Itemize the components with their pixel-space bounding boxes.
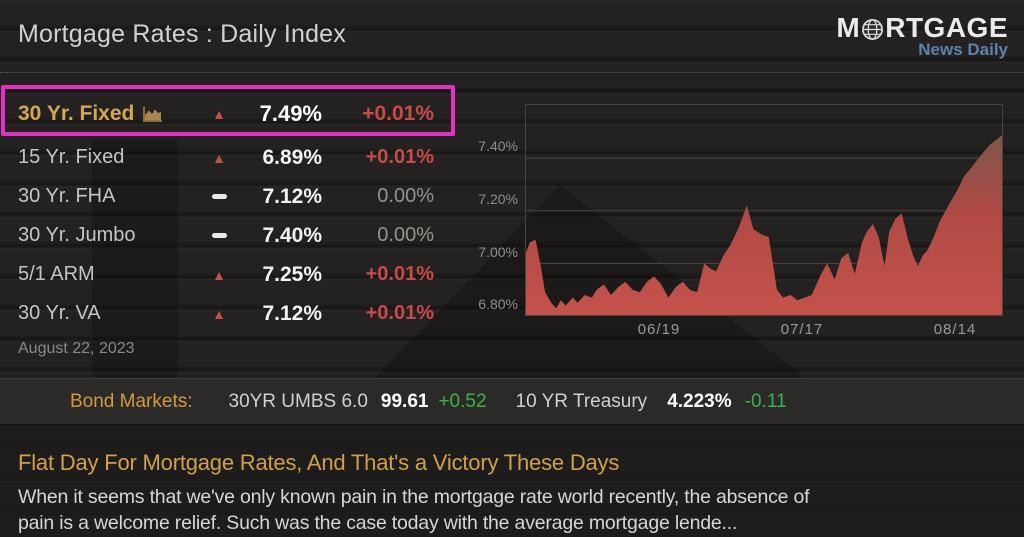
rate-label: 30 Yr. Jumbo (18, 224, 136, 246)
up-arrow-icon: ▲ (212, 266, 226, 283)
bond-markets-label: Bond Markets: (70, 390, 193, 412)
rate-label: 5/1 ARM (18, 263, 95, 285)
logo-text-after: RTGAGE (885, 12, 1008, 43)
x-axis-tick: 06/19 (637, 321, 681, 338)
bond-markets-bar: Bond Markets: 30YR UMBS 6.0 99.61 +0.52 … (0, 378, 1024, 425)
rate-label: 30 Yr. VA (18, 302, 101, 324)
rate-change: +0.01% (365, 263, 434, 285)
bond-item-treasury-name[interactable]: 10 YR Treasury (515, 390, 648, 412)
news-section: Flat Day For Mortgage Rates, And That's … (0, 425, 1024, 537)
flat-dash-icon (211, 233, 227, 238)
logo-tagline: News Daily (918, 40, 1008, 59)
rate-label: 30 Yr. Fixed (18, 102, 188, 126)
rate-label: 30 Yr. FHA (18, 185, 116, 207)
rate-value: 7.40% (262, 223, 322, 247)
news-headline-link[interactable]: Flat Day For Mortgage Rates, And That's … (18, 450, 620, 475)
rate-value: 6.89% (262, 145, 322, 169)
direction-cell: ▲ (188, 107, 250, 121)
mortgage-news-daily-logo[interactable]: M RTGAGE News Daily (836, 13, 1008, 60)
rate-history-chart: 7.40% 7.20% 7.00% 6.80% 06/19 07/17 08/1… (460, 100, 1012, 348)
house-chimney-silhouette (92, 140, 178, 378)
rate-value: 7.12% (262, 301, 322, 325)
rate-row-30yr-fixed[interactable]: 30 Yr. Fixed ▲ 7.49% +0.01% (0, 90, 458, 138)
y-axis-tick: 7.00% (478, 244, 518, 260)
direction-cell (188, 233, 250, 238)
rate-area-path (525, 134, 1003, 316)
rate-change: +0.01% (365, 302, 434, 324)
rates-panel: Mortgage Rates : Daily Index M RTGAGE Ne… (0, 0, 1024, 378)
rate-history-svg (525, 104, 1003, 316)
rate-value: 7.12% (262, 184, 322, 208)
y-axis-tick: 7.40% (478, 138, 518, 154)
rate-value: 7.25% (262, 262, 322, 286)
rate-row-30yr-jumbo[interactable]: 30 Yr. Jumbo 7.40% 0.00% (0, 216, 458, 255)
rate-label: 15 Yr. Fixed (18, 146, 125, 168)
rates-table: 30 Yr. Fixed ▲ 7.49% +0.01% 15 Yr. Fixed… (0, 90, 458, 333)
flat-dash-icon (211, 194, 227, 199)
y-axis-tick: 7.20% (478, 191, 518, 207)
logo-text-before: M (836, 12, 861, 43)
direction-cell: ▲ (188, 307, 250, 321)
x-axis-tick: 07/17 (780, 321, 824, 338)
page-title: Mortgage Rates : Daily Index (18, 20, 346, 48)
rate-change: 0.00% (377, 224, 434, 246)
rate-change: 0.00% (377, 185, 434, 207)
rates-date: August 22, 2023 (18, 340, 135, 357)
header: Mortgage Rates : Daily Index M RTGAGE Ne… (0, 0, 1024, 73)
direction-cell: ▲ (188, 151, 250, 165)
mini-chart-icon[interactable] (141, 105, 164, 124)
chart-plot-area (525, 104, 1003, 316)
bond-item-umbs-value: 99.61 (380, 390, 429, 412)
globe-icon (862, 18, 884, 40)
rate-row-30yr-fha[interactable]: 30 Yr. FHA 7.12% 0.00% (0, 177, 458, 216)
bond-item-umbs-change: +0.52 (438, 390, 487, 412)
direction-cell: ▲ (188, 268, 250, 282)
bond-item-treasury-change: -0.11 (744, 390, 787, 412)
up-arrow-icon: ▲ (212, 106, 226, 122)
up-arrow-icon: ▲ (212, 149, 226, 166)
rate-change: +0.01% (362, 102, 434, 125)
bond-item-umbs-name[interactable]: 30YR UMBS 6.0 (228, 390, 368, 412)
y-axis-tick: 6.80% (478, 296, 518, 312)
rate-row-30yr-va[interactable]: 30 Yr. VA ▲ 7.12% +0.01% (0, 294, 458, 333)
x-axis-tick: 08/14 (933, 321, 977, 338)
news-body-text: When it seems that we've only known pain… (18, 486, 810, 534)
up-arrow-icon: ▲ (212, 305, 226, 322)
logo-wordmark: M RTGAGE (836, 13, 1008, 43)
rate-row-51-arm[interactable]: 5/1 ARM ▲ 7.25% +0.01% (0, 255, 458, 294)
bond-item-treasury-value: 4.223% (667, 390, 732, 412)
rate-value: 7.49% (259, 101, 322, 126)
rate-change: +0.01% (365, 146, 434, 168)
rate-row-15yr-fixed[interactable]: 15 Yr. Fixed ▲ 6.89% +0.01% (0, 138, 458, 177)
direction-cell (188, 194, 250, 199)
